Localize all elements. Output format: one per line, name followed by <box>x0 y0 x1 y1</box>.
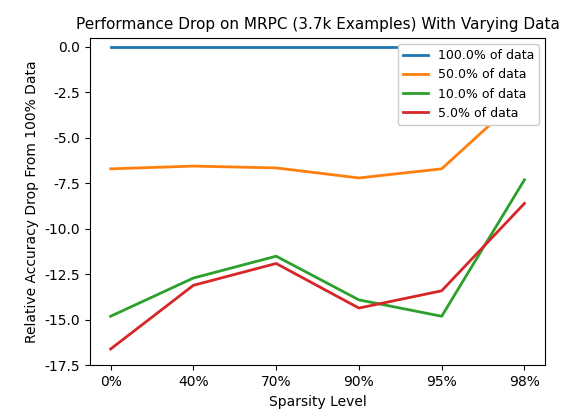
10.0% of data <box>356 297 362 302</box>
Line: 10.0% of data: 10.0% of data <box>111 180 524 316</box>
50.0% of data <box>273 165 279 171</box>
Line: 50.0% of data: 50.0% of data <box>111 93 524 178</box>
50.0% of data <box>107 166 114 171</box>
100.0% of data <box>273 45 279 50</box>
100.0% of data <box>356 45 362 50</box>
5.0% of data <box>273 261 279 266</box>
10.0% of data <box>107 314 114 319</box>
X-axis label: Sparsity Level: Sparsity Level <box>269 395 366 409</box>
10.0% of data <box>273 254 279 259</box>
Legend: 100.0% of data, 50.0% of data, 10.0% of data, 5.0% of data: 100.0% of data, 50.0% of data, 10.0% of … <box>397 44 539 125</box>
50.0% of data <box>356 176 362 181</box>
Y-axis label: Relative Accuracy Drop From 100% Data: Relative Accuracy Drop From 100% Data <box>25 60 39 343</box>
10.0% of data <box>190 276 197 281</box>
50.0% of data <box>438 166 445 171</box>
100.0% of data <box>521 45 528 50</box>
10.0% of data <box>521 177 528 182</box>
100.0% of data <box>190 45 197 50</box>
50.0% of data <box>190 163 197 168</box>
50.0% of data <box>521 91 528 96</box>
10.0% of data <box>438 314 445 319</box>
100.0% of data <box>107 45 114 50</box>
Title: Performance Drop on MRPC (3.7k Examples) With Varying Data: Performance Drop on MRPC (3.7k Examples)… <box>76 18 559 32</box>
5.0% of data <box>521 201 528 206</box>
100.0% of data <box>438 45 445 50</box>
5.0% of data <box>190 283 197 288</box>
5.0% of data <box>356 306 362 311</box>
5.0% of data <box>107 346 114 352</box>
5.0% of data <box>438 288 445 293</box>
Line: 5.0% of data: 5.0% of data <box>111 203 524 349</box>
